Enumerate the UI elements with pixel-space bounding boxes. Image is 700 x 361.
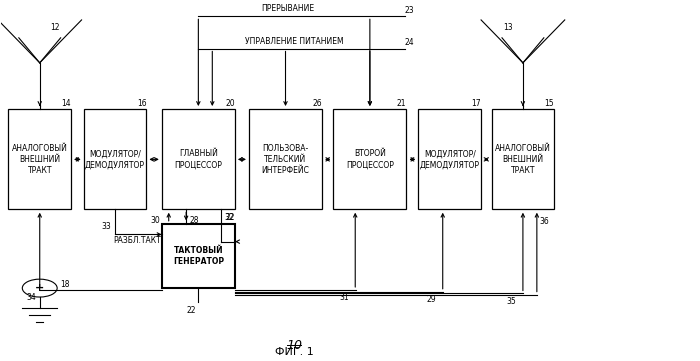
Text: УПРАВЛЕНИЕ ПИТАНИЕМ: УПРАВЛЕНИЕ ПИТАНИЕМ [245, 37, 344, 46]
Text: 12: 12 [50, 23, 60, 31]
Text: 26: 26 [312, 99, 322, 108]
Text: 23: 23 [405, 5, 414, 14]
Text: 35: 35 [506, 297, 516, 306]
Text: МОДУЛЯТОР/
ДЕМОДУЛЯТОР: МОДУЛЯТОР/ ДЕМОДУЛЯТОР [85, 149, 145, 169]
Text: 18: 18 [61, 280, 70, 289]
Bar [491, 109, 554, 209]
Text: ВТОРОЙ
ПРОЦЕССОР: ВТОРОЙ ПРОЦЕССОР [346, 149, 394, 169]
Bar [8, 109, 71, 209]
Text: 15: 15 [545, 99, 554, 108]
Text: ПРЕРЫВАНИЕ: ПРЕРЫВАНИЕ [261, 4, 314, 13]
Text: ГЛАВНЫЙ
ПРОЦЕССОР: ГЛАВНЫЙ ПРОЦЕССОР [174, 149, 223, 169]
Text: 10: 10 [286, 339, 302, 352]
Text: 34: 34 [27, 293, 36, 303]
Text: 22: 22 [225, 213, 235, 222]
Text: 33: 33 [102, 222, 111, 231]
Text: МОДУЛЯТОР/
ДЕМОДУЛЯТОР: МОДУЛЯТОР/ ДЕМОДУЛЯТОР [420, 149, 480, 169]
Bar [333, 109, 407, 209]
Text: 13: 13 [503, 23, 512, 31]
Bar [84, 109, 146, 209]
Text: 17: 17 [472, 99, 481, 108]
Bar [162, 224, 235, 288]
Text: 30: 30 [150, 216, 160, 225]
Bar [249, 109, 322, 209]
Text: ФИГ. 1: ФИГ. 1 [275, 347, 314, 357]
Text: АНАЛОГОВЫЙ
ВНЕШНИЙ
ТРАКТ: АНАЛОГОВЫЙ ВНЕШНИЙ ТРАКТ [12, 144, 68, 175]
Text: 32: 32 [225, 213, 234, 222]
Text: 22: 22 [187, 306, 196, 315]
Text: 31: 31 [340, 293, 349, 303]
Text: АНАЛОГОВЫЙ
ВНЕШНИЙ
ТРАКТ: АНАЛОГОВЫЙ ВНЕШНИЙ ТРАКТ [495, 144, 551, 175]
Text: 14: 14 [62, 99, 71, 108]
Text: +: + [35, 283, 44, 293]
Text: ТАКТОВЫЙ
ГЕНЕРАТОР: ТАКТОВЫЙ ГЕНЕРАТОР [173, 246, 224, 266]
Text: 36: 36 [539, 217, 549, 226]
Text: 20: 20 [225, 99, 235, 108]
Text: 28: 28 [190, 216, 199, 225]
Bar [419, 109, 481, 209]
Bar [162, 109, 235, 209]
Text: 29: 29 [426, 295, 436, 304]
Text: РАЗБЛ.ТАКТ.: РАЗБЛ.ТАКТ. [113, 236, 164, 245]
Text: ПОЛЬЗОВА-
ТЕЛЬСКИЙ
ИНТЕРФЕЙС: ПОЛЬЗОВА- ТЕЛЬСКИЙ ИНТЕРФЕЙС [262, 144, 309, 175]
Text: 21: 21 [397, 99, 407, 108]
Text: 16: 16 [136, 99, 146, 108]
Text: 24: 24 [405, 39, 414, 47]
